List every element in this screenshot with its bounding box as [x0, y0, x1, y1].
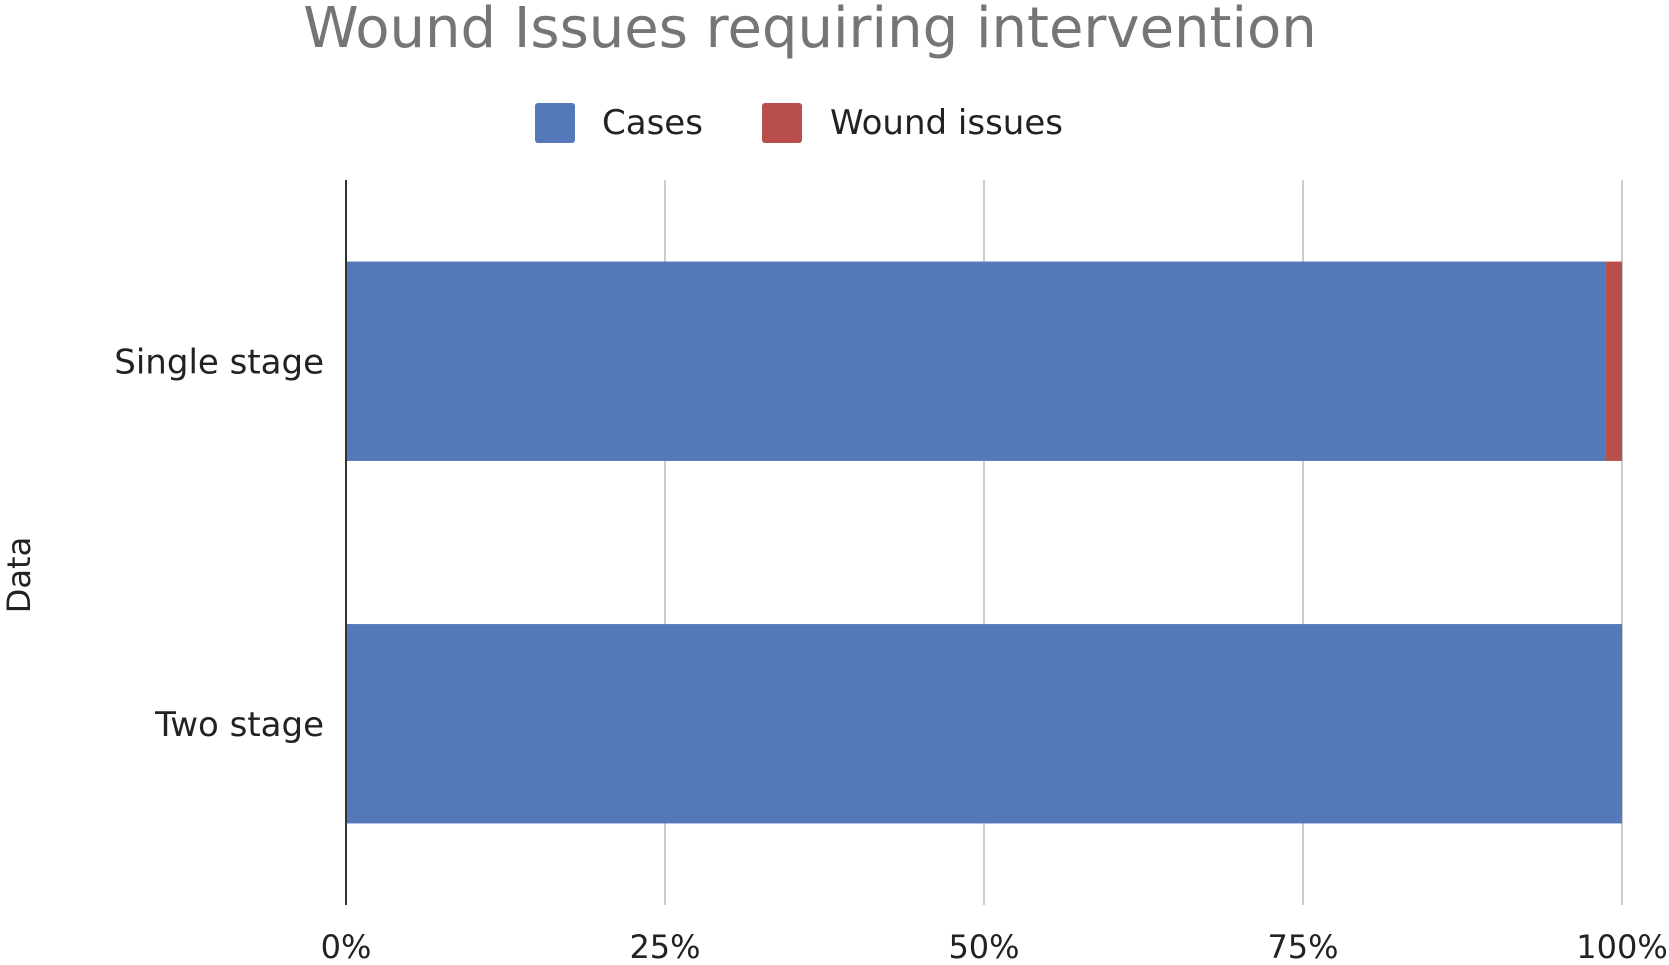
legend-label-cases: Cases [602, 103, 703, 143]
category-labels: Single stage Two stage [114, 342, 324, 745]
category-label: Two stage [154, 705, 324, 745]
category-label: Single stage [114, 342, 324, 382]
x-tick-labels: 0% 25% 50% 75% 100% [321, 928, 1668, 965]
bar-wound-issues-single-stage [1605, 261, 1622, 461]
bar-cases-two-stage [346, 624, 1622, 824]
y-axis-title: Data [0, 537, 38, 613]
legend-swatch-wound-issues [762, 103, 802, 143]
x-tick-label: 75% [1267, 928, 1338, 965]
bars [346, 261, 1622, 824]
chart-title: Wound Issues requiring intervention [303, 0, 1317, 61]
x-tick-label: 0% [321, 928, 372, 965]
x-tick-label: 50% [948, 928, 1019, 965]
legend-swatch-cases [535, 103, 575, 143]
legend-label-wound-issues: Wound issues [830, 103, 1063, 143]
x-tick-label: 100% [1576, 928, 1667, 965]
x-tick-label: 25% [629, 928, 700, 965]
legend: Cases Wound issues [535, 103, 1063, 143]
bar-cases-single-stage [346, 261, 1606, 461]
